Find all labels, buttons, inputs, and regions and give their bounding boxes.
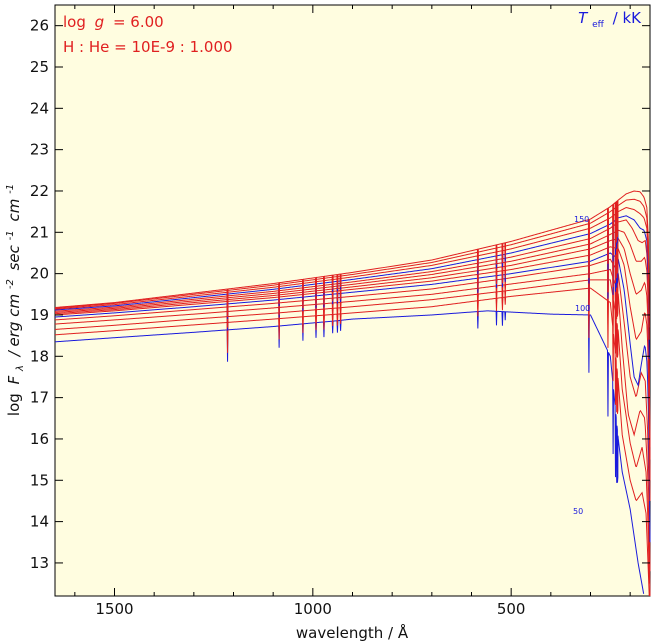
plot-background xyxy=(54,4,651,597)
series-teff-100 xyxy=(54,252,651,543)
y-tick-label: 19 xyxy=(30,306,49,324)
series-teff-180 xyxy=(54,190,650,318)
logg-value: = 6.00 xyxy=(113,13,164,31)
y-tick-label: 25 xyxy=(30,58,49,76)
y-axis-title: log F λ / erg cm -2 sec -1 cm -1 xyxy=(0,184,27,416)
y-label-f: F xyxy=(5,375,23,384)
y-label-exp-a: -2 xyxy=(5,279,16,289)
series-teff-150 xyxy=(54,215,650,360)
y-tick-label: 17 xyxy=(30,389,49,407)
y-tick-label: 13 xyxy=(30,554,49,572)
y-axis-ticks: 13 14 15 16 17 18 19 20 21 22 23 24 25 26 xyxy=(30,17,650,572)
annotation-teff: T eff / kK xyxy=(578,9,642,31)
curve-label-50: 50 xyxy=(573,507,583,516)
y-tick-label: 26 xyxy=(30,17,49,35)
series-teff-170 xyxy=(54,198,650,328)
teff-t: T xyxy=(578,9,589,27)
series-teff-50 xyxy=(54,310,645,594)
x-tick-label: 500 xyxy=(497,600,526,618)
y-label-lambda: λ xyxy=(15,365,26,372)
logg-g: g xyxy=(95,13,105,31)
x-tick-label: 1500 xyxy=(95,600,133,618)
teff-unit: / kK xyxy=(613,9,643,27)
series-teff-140 xyxy=(54,219,651,448)
y-label-exp-c: -1 xyxy=(5,184,16,194)
y-label-exp-b: -1 xyxy=(5,230,16,240)
annotation-abundance: H : He = 10E-9 : 1.000 xyxy=(63,38,233,56)
y-tick-label: 23 xyxy=(30,141,49,159)
x-axis-ticks: 1500 1000 500 xyxy=(74,5,631,618)
y-label-units-b: sec xyxy=(5,244,23,270)
teff-sub: eff xyxy=(592,20,605,30)
y-label-log: log xyxy=(5,393,23,416)
series-teff-70 xyxy=(54,279,650,584)
y-tick-label: 20 xyxy=(30,265,49,283)
curve-label-100: 100 xyxy=(575,304,590,313)
series-teff-160 xyxy=(54,206,650,340)
series-teff-80 xyxy=(54,268,651,597)
series-teff-60 xyxy=(54,287,650,597)
y-label-units-a: / erg cm xyxy=(5,294,23,358)
x-axis-title: wavelength / Å xyxy=(296,623,409,642)
y-tick-label: 24 xyxy=(30,99,49,117)
series-teff-90 xyxy=(54,258,651,572)
series-teff-110 xyxy=(54,246,651,501)
series-teff-130 xyxy=(54,229,651,460)
curve-label-150: 150 xyxy=(574,215,589,224)
x-tick-label: 1000 xyxy=(294,600,332,618)
y-tick-label: 16 xyxy=(30,430,49,448)
y-tick-label: 18 xyxy=(30,347,49,365)
y-tick-label: 22 xyxy=(30,182,49,200)
annotation-logg: log g = 6.00 xyxy=(63,13,164,31)
logg-prefix: log xyxy=(63,13,86,31)
y-tick-label: 15 xyxy=(30,471,49,489)
series-teff-120 xyxy=(54,237,651,481)
y-tick-label: 21 xyxy=(30,223,49,241)
y-tick-label: 14 xyxy=(30,513,49,531)
y-label-units-c: cm xyxy=(5,199,23,222)
series-curves xyxy=(54,190,651,597)
